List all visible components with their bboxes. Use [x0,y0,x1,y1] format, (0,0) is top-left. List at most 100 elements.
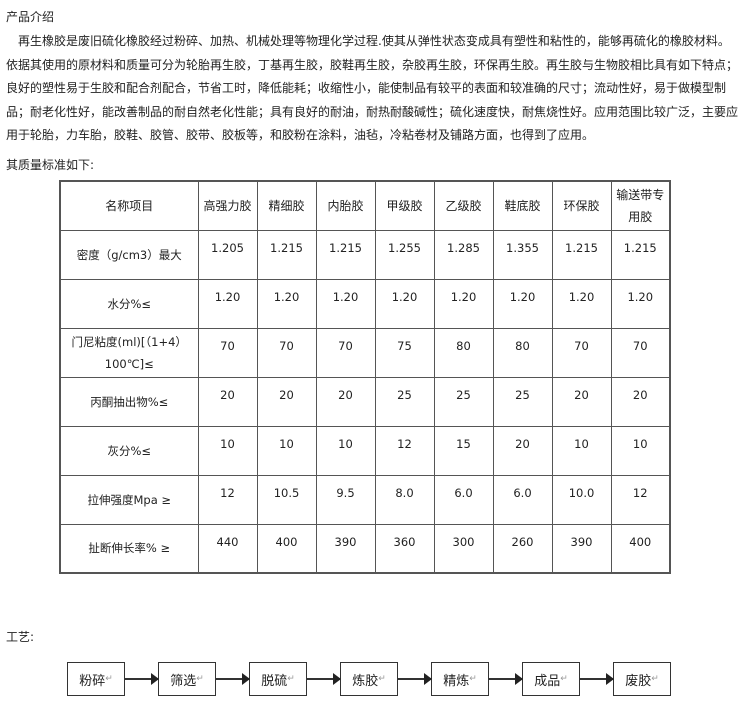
row-label: 灰分%≤ [59,425,199,476]
table-cell: 70 [197,327,258,378]
process-step: 筛选 ↵ [158,662,216,696]
table-cell: 1.20 [610,278,671,329]
arrow-right-icon [216,673,250,685]
column-header: 输送带专用胶 [610,180,671,231]
table-cell: 70 [256,327,317,378]
table-cell: 10 [315,425,376,476]
process-step: 精炼 ↵ [431,662,489,696]
table-row: 丙酮抽出物%≤ 20 20 20 25 25 25 20 20 [59,376,671,427]
table-cell: 6.0 [433,474,494,525]
table-cell: 20 [197,376,258,427]
table-cell: 20 [610,376,671,427]
table-cell: 10 [197,425,258,476]
return-mark-icon: ↵ [196,674,204,684]
return-mark-icon: ↵ [560,674,568,684]
table-cell: 400 [256,523,317,574]
table-cell: 6.0 [492,474,553,525]
table-cell: 9.5 [315,474,376,525]
table-cell: 10 [551,425,612,476]
arrow-right-icon [580,673,614,685]
table-cell: 25 [433,376,494,427]
table-cell: 1.355 [492,229,553,280]
table-row: 水分%≤ 1.20 1.20 1.20 1.20 1.20 1.20 1.20 1.20 [59,278,671,329]
column-header: 内胎胶 [315,180,376,231]
process-step-label: 精炼 [443,673,470,689]
table-cell: 10 [256,425,317,476]
quality-heading: 其质量标准如下: [6,158,95,172]
table-cell: 260 [492,523,553,574]
row-label: 拉伸强度Mpa ≥ [59,474,199,525]
table-cell: 1.255 [374,229,435,280]
process-step: 成品 ↵ [522,662,580,696]
return-mark-icon: ↵ [651,674,659,684]
table-cell: 1.215 [256,229,317,280]
arrow-right-icon [125,673,159,685]
row-label: 水分%≤ [59,278,199,329]
column-header: 名称项目 [59,180,199,231]
table-cell: 1.20 [492,278,553,329]
table-cell: 80 [492,327,553,378]
table-cell: 1.20 [433,278,494,329]
process-step: 脱硫 ↵ [249,662,307,696]
process-step: 废胶 ↵ [613,662,671,696]
column-header: 乙级胶 [433,180,494,231]
table-cell: 10.0 [551,474,612,525]
arrow-right-icon [489,673,523,685]
table-cell: 70 [610,327,671,378]
table-cell: 20 [551,376,612,427]
process-step-label: 成品 [534,673,561,689]
table-cell: 12 [610,474,671,525]
table-cell: 360 [374,523,435,574]
table-row: 灰分%≤ 10 10 10 12 15 20 10 10 [59,425,671,476]
process-step-label: 废胶 [625,673,652,689]
return-mark-icon: ↵ [469,674,477,684]
process-step-label: 筛选 [170,673,197,689]
table-cell: 1.20 [374,278,435,329]
table-row: 门尼粘度(ml)[（1+4）100℃]≤ 70 70 70 75 80 80 70 70 [59,327,671,378]
arrow-right-icon [398,673,432,685]
table-cell: 1.20 [315,278,376,329]
table-cell: 10.5 [256,474,317,525]
table-cell: 12 [374,425,435,476]
process-step: 粉碎 ↵ [67,662,125,696]
table-cell: 12 [197,474,258,525]
table-cell: 1.215 [551,229,612,280]
table-cell: 390 [315,523,376,574]
row-label: 密度（g/cm3）最大 [59,229,199,280]
column-header: 鞋底胶 [492,180,553,231]
return-mark-icon: ↵ [378,674,386,684]
process-flow: 粉碎 ↵ 筛选 ↵ 脱硫 ↵ 炼胶 ↵ 精炼 ↵ 成品 ↵ 废胶 ↵ [67,662,671,696]
table-cell: 1.205 [197,229,258,280]
process-step-label: 粉碎 [79,673,106,689]
row-label: 门尼粘度(ml)[（1+4）100℃]≤ [59,327,199,378]
table-row: 密度（g/cm3）最大 1.205 1.215 1.215 1.255 1.285 1.35… [59,229,671,280]
table-cell: 20 [492,425,553,476]
intro-heading: 产品介绍 [6,10,55,24]
table-cell: 8.0 [374,474,435,525]
table-cell: 300 [433,523,494,574]
craft-heading: 工艺: [6,630,35,644]
process-step-label: 炼胶 [352,673,379,689]
column-header: 精细胶 [256,180,317,231]
table-cell: 70 [315,327,376,378]
table-cell: 1.20 [551,278,612,329]
table-cell: 1.20 [197,278,258,329]
table-cell: 10 [610,425,671,476]
column-header: 甲级胶 [374,180,435,231]
table-cell: 20 [315,376,376,427]
table-row: 扯断伸长率% ≥440 400 390 360 300 260 390 400 [59,523,671,574]
table-cell: 1.285 [433,229,494,280]
return-mark-icon: ↵ [105,674,113,684]
table-cell: 20 [256,376,317,427]
table-cell: 80 [433,327,494,378]
table-cell: 390 [551,523,612,574]
table-cell: 75 [374,327,435,378]
table-cell: 25 [492,376,553,427]
table-row: 拉伸强度Mpa ≥12 10.5 9.5 8.0 6.0 6.0 10.0 12 [59,474,671,525]
row-label: 丙酮抽出物%≤ [59,376,199,427]
table-cell: 25 [374,376,435,427]
row-label: 扯断伸长率% ≥ [59,523,199,574]
table-cell: 1.215 [610,229,671,280]
table-cell: 1.20 [256,278,317,329]
column-header: 环保胶 [551,180,612,231]
